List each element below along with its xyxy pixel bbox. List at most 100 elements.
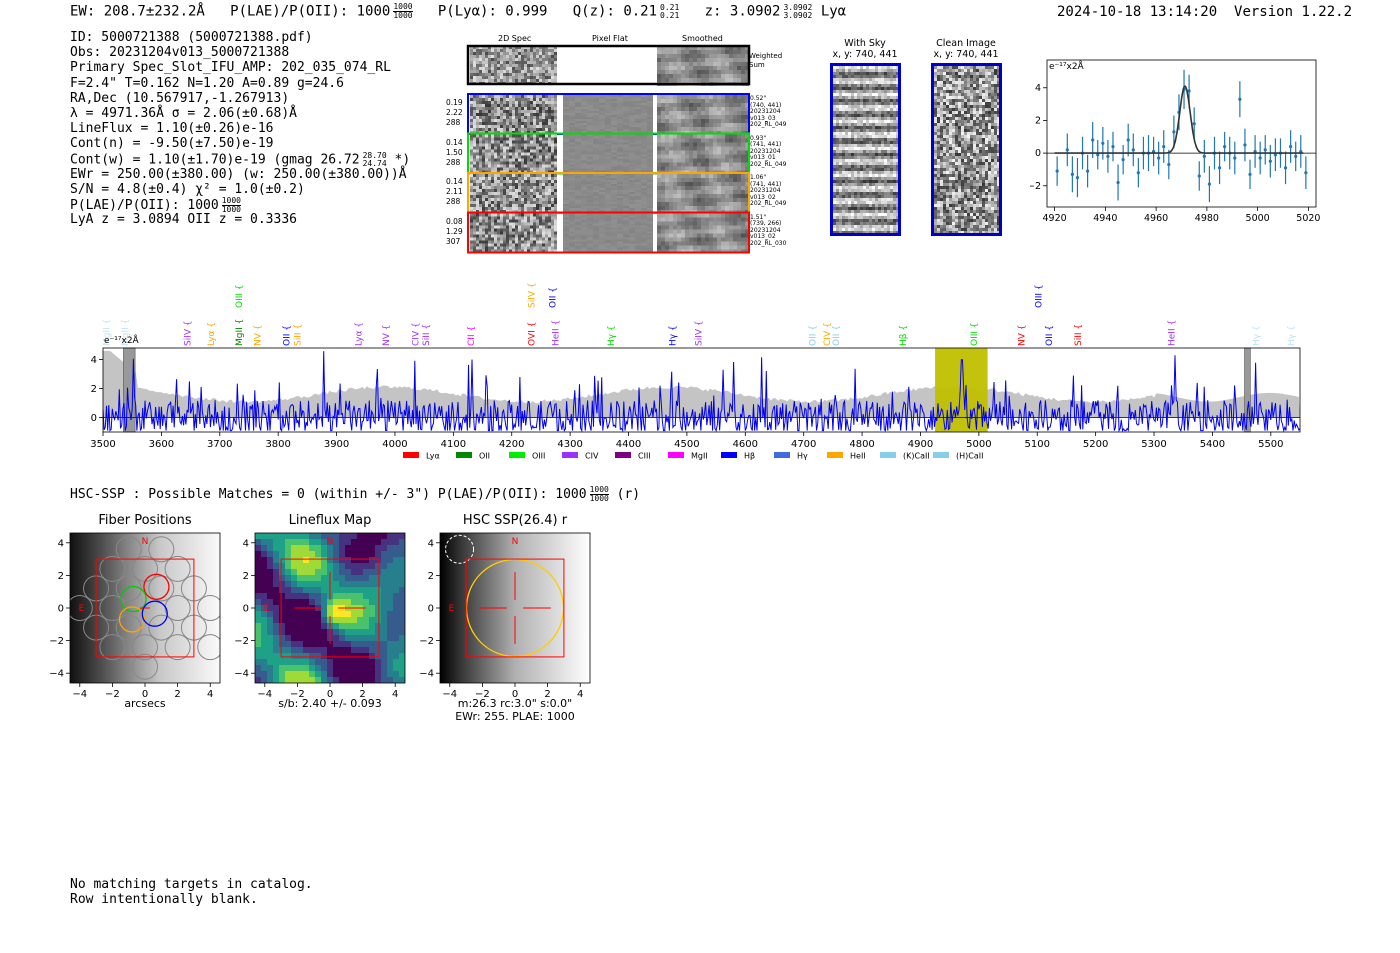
x-tick-label: 5000 <box>966 439 991 450</box>
east-label: E <box>449 604 455 614</box>
x-tick-label: 5400 <box>1200 439 1225 450</box>
line-marker-label: OVI { <box>528 322 538 346</box>
legend-swatch <box>456 452 472 458</box>
x-tick-label: −2 <box>105 689 120 700</box>
header-qz: Q(z): 0.21 <box>572 3 658 20</box>
data-point <box>1299 149 1303 154</box>
gaussian-fit <box>1054 85 1304 154</box>
x-tick-label: 4600 <box>733 439 758 450</box>
legend-swatch <box>615 452 631 458</box>
data-point <box>1263 148 1267 152</box>
fiber-circle <box>99 634 126 661</box>
header-z: z: 3.0902 <box>704 3 781 20</box>
col-title-2dspec: 2D Spec <box>498 34 532 43</box>
line-marker-label: Lyα { <box>207 322 217 346</box>
line-marker-label: SiIV { <box>528 282 538 308</box>
data-point <box>1217 166 1222 170</box>
line-marker-label: NV { <box>382 325 392 346</box>
hsc-panel-content <box>440 533 590 683</box>
flux-line <box>102 351 1301 433</box>
x-tick-label: 4 <box>207 689 213 700</box>
x-tick-label: 4100 <box>441 439 466 450</box>
data-point <box>1202 154 1206 158</box>
data-point <box>1101 141 1105 145</box>
north-label: N <box>512 537 519 547</box>
data-point <box>1248 172 1252 176</box>
data-point <box>1253 149 1257 154</box>
y-tick-label: 2 <box>91 384 97 395</box>
cutout-row-stats: 0.14 2.11 288 <box>446 177 463 206</box>
timestamp: 2024-10-18 13:14:20 <box>1057 4 1218 20</box>
detection-info: ID: 5000721388 (5000721388.pdf) Obs: 202… <box>70 30 410 227</box>
legend-swatch <box>827 452 843 458</box>
x-tick-label: 4 <box>392 689 398 700</box>
line-marker-label: NV { <box>1017 325 1027 346</box>
data-point <box>1289 144 1293 149</box>
zoom-unit-label: e⁻¹⁷x2Å <box>1049 62 1084 72</box>
line-marker-label: CII { <box>467 326 477 346</box>
x-tick-label: 4960 <box>1144 213 1168 224</box>
y-tick-label: −2 <box>1030 181 1041 192</box>
data-point <box>1162 144 1166 149</box>
line-marker-label: OII { <box>549 287 559 308</box>
y-tick-label: 2 <box>243 571 249 582</box>
legend-swatch <box>880 452 896 458</box>
red-box <box>280 558 380 658</box>
y-tick-label: 4 <box>91 355 97 366</box>
line-marker-label: Hγ { <box>1287 325 1297 346</box>
data-point <box>1091 138 1095 142</box>
north-label: N <box>142 537 149 547</box>
x-tick-label: 2 <box>359 689 365 700</box>
data-point <box>1106 154 1110 158</box>
x-tick-label: 0 <box>327 689 333 700</box>
line-marker-label: OII { <box>282 325 292 346</box>
data-point <box>1121 158 1125 162</box>
info-radec: RA,Dec (10.567917,-1.267913) <box>70 90 290 106</box>
data-point <box>1283 166 1288 170</box>
lineflux-map-title: Lineflux Map <box>288 513 372 528</box>
data-point <box>1223 144 1227 149</box>
x-tick-label: 5500 <box>1258 439 1283 450</box>
legend-label: (H)CaII <box>956 452 983 461</box>
x-tick-label: −4 <box>72 689 87 700</box>
cutout-row-meta: 0.52" (740, 441) 20231204 v013_03 202_RL_049 <box>750 95 787 128</box>
x-tick-label: 4000 <box>382 439 407 450</box>
x-tick-label: 4500 <box>674 439 699 450</box>
info-plae: P(LAE)/P(OII): 1000 1000 1000 <box>70 196 241 215</box>
x-tick-label: 3700 <box>207 439 232 450</box>
x-tick-label: 4700 <box>791 439 816 450</box>
cutouts-panel <box>466 44 751 254</box>
data-point <box>1116 180 1120 185</box>
x-tick-label: 5000 <box>1246 213 1270 224</box>
fiber-blue <box>141 600 168 627</box>
line-marker-label: Hγ { <box>1252 325 1262 346</box>
fiber-circle <box>164 595 191 621</box>
y-tick-label: 0 <box>428 604 434 615</box>
header-plae: P(LAE)/P(OII): 1000 <box>230 3 391 20</box>
legend-label: CIII <box>638 452 651 461</box>
x-tick-label: 3800 <box>265 439 290 450</box>
x-tick-label: 4300 <box>557 439 582 450</box>
data-point <box>1167 162 1171 167</box>
data-point <box>1207 182 1212 186</box>
weighted-sum-label: Weighted Sum <box>749 52 783 69</box>
x-tick-label: 2 <box>174 689 180 700</box>
fiber-circle <box>164 555 191 582</box>
x-tick-label: 4920 <box>1043 213 1067 224</box>
clean-image-stamp <box>931 63 1002 236</box>
fiber-orange <box>118 606 146 633</box>
fiber-red <box>143 573 170 600</box>
legend-label: OIII <box>532 452 545 461</box>
data-point <box>1096 153 1100 157</box>
info-ewr: EWr = 250.00(±380.00) (w: 250.00(±380.00… <box>70 166 407 182</box>
data-point <box>1233 156 1237 160</box>
hsc-xlabel: m:26.3 rc:3.0" s:0.0" EWr: 255. PLAE: 10… <box>455 697 575 723</box>
hsc-image-title: HSC SSP(26.4) r <box>462 513 568 528</box>
fiber-circle <box>164 634 191 661</box>
data-point <box>1075 176 1080 180</box>
data-point <box>1238 97 1242 101</box>
x-tick-label: 4 <box>577 689 583 700</box>
x-tick-label: −4 <box>442 689 457 700</box>
cutout-row-stats: 0.14 1.50 288 <box>446 137 463 167</box>
legend-label: (K)CaII <box>903 452 930 461</box>
